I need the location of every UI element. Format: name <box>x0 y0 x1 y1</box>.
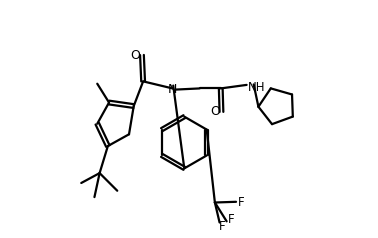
Text: F: F <box>238 196 245 209</box>
Text: F: F <box>228 213 235 226</box>
Text: N: N <box>168 83 177 96</box>
Text: F: F <box>218 220 225 233</box>
Text: NH: NH <box>248 81 266 94</box>
Text: O: O <box>210 105 220 119</box>
Text: O: O <box>130 49 140 61</box>
